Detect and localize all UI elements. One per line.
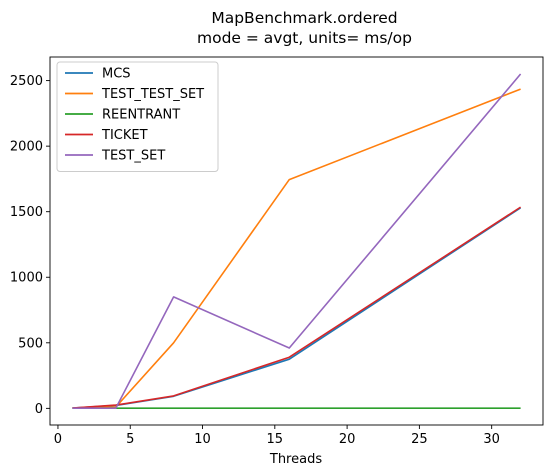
y-tick-label: 0 (35, 402, 43, 417)
x-tick-label: 30 (483, 432, 500, 447)
y-tick-label: 1000 (10, 271, 43, 286)
x-tick-label: 25 (411, 432, 428, 447)
legend-label: REENTRANT (102, 108, 180, 123)
x-tick-label: 15 (267, 432, 284, 447)
x-tick-label: 20 (339, 432, 356, 447)
legend-label: MCS (102, 67, 131, 82)
legend-label: TEST_TEST_SET (101, 87, 204, 102)
chart-title: MapBenchmark.ordered (211, 9, 397, 27)
x-axis-label: Threads (269, 452, 322, 467)
series-line-mcs (72, 207, 522, 409)
series-line-ticket (72, 206, 522, 409)
y-tick-label: 2000 (10, 140, 43, 155)
x-tick-label: 10 (194, 432, 211, 447)
series-line-test-set (72, 73, 522, 410)
x-tick-label: 0 (54, 432, 62, 447)
plot-frame (49, 56, 544, 426)
chart-subtitle: mode = avgt, units= ms/op (197, 29, 412, 47)
y-tick-label: 500 (18, 336, 43, 351)
legend-box (56, 61, 219, 172)
x-tick-label: 5 (126, 432, 134, 447)
plot-area: 0 5 10 15 20 25 30 0 500 1000 1500 2000 2500 MCS TEST_… (10, 56, 544, 447)
legend-label: TEST_SET (101, 149, 165, 164)
y-tick-label: 2500 (10, 74, 43, 89)
y-tick-label: 1500 (10, 205, 43, 220)
legend-label: TICKET (101, 128, 148, 143)
